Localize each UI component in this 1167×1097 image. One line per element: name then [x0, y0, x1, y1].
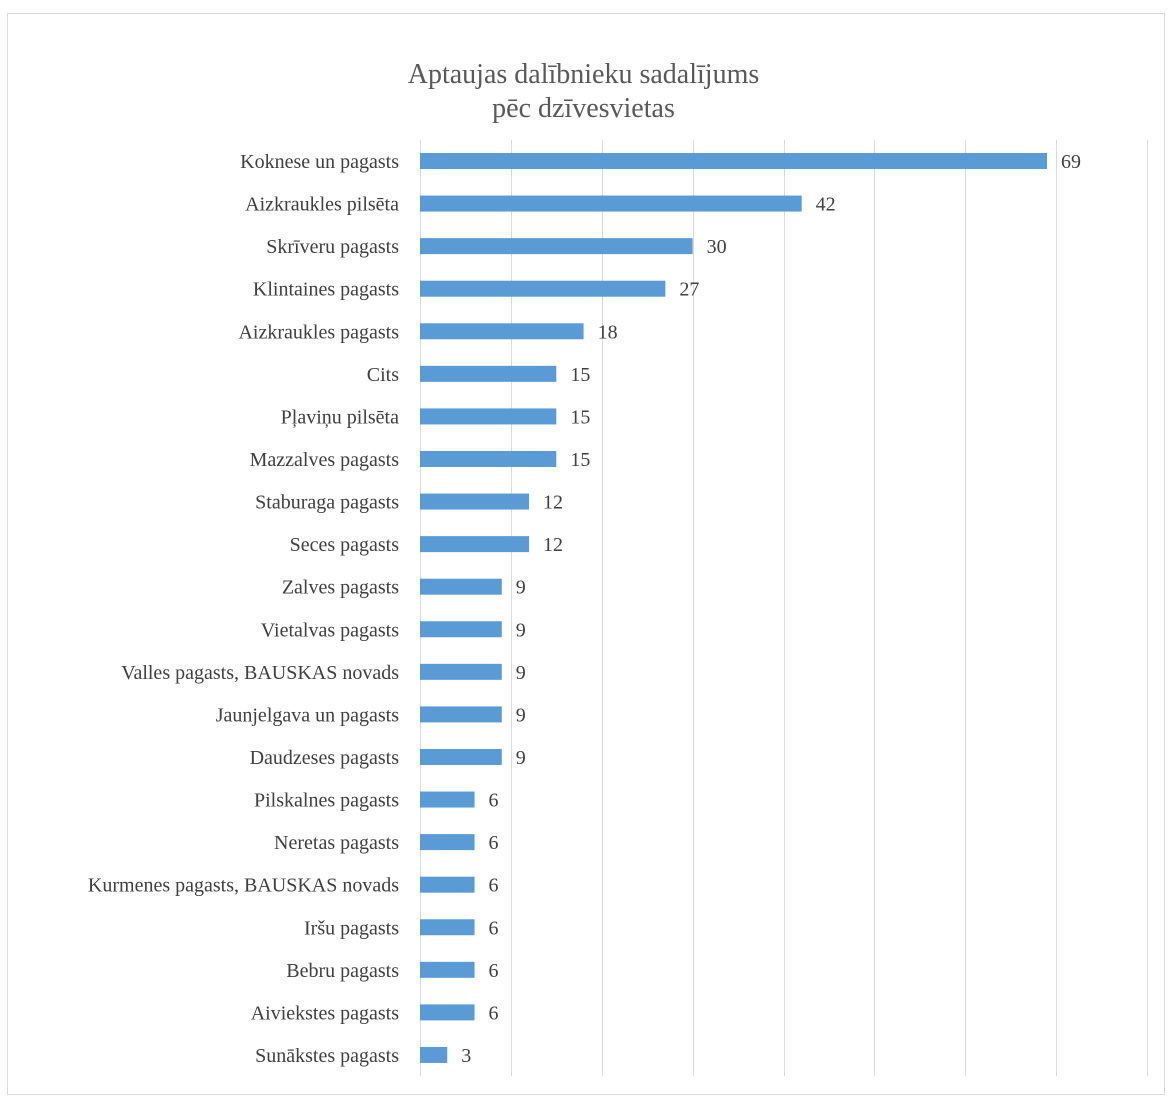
data-label: 30 [707, 236, 727, 258]
data-label: 12 [543, 492, 563, 514]
data-label: 6 [489, 875, 499, 897]
category-label: Pilskalnes pagasts [254, 790, 399, 812]
data-label: 12 [543, 534, 563, 556]
bar [420, 919, 475, 936]
data-label: 15 [570, 406, 590, 428]
chart-title-line-2: pēc dzīvesvietas [492, 93, 675, 124]
data-label: 9 [516, 704, 526, 726]
data-label: 9 [516, 577, 526, 599]
category-label: Daudzeses pagasts [250, 747, 400, 769]
bar [420, 1046, 448, 1063]
bar [420, 663, 502, 680]
data-label: 6 [489, 832, 499, 854]
bar [420, 578, 502, 595]
category-label: Jaunjelgava un pagasts [216, 704, 399, 726]
bar [420, 153, 1048, 169]
bar [420, 450, 557, 467]
bar [420, 536, 530, 553]
data-label: 3 [461, 1045, 471, 1067]
category-label: Iršu pagasts [304, 917, 399, 939]
bar [420, 365, 557, 382]
data-label: 6 [489, 917, 499, 939]
category-labels: Koknese un pagasts Aizkraukles pilsēta Skr… [88, 151, 399, 1067]
data-label: 69 [1061, 151, 1081, 173]
data-label: 9 [516, 662, 526, 684]
bar [420, 280, 666, 297]
category-label: Koknese un pagasts [240, 151, 399, 173]
bar [420, 408, 557, 425]
data-label: 6 [489, 1002, 499, 1024]
data-label: 15 [570, 364, 590, 386]
category-label: Zalves pagasts [282, 577, 399, 599]
bar [420, 621, 502, 638]
category-label: Pļaviņu pilsēta [281, 406, 399, 428]
data-label: 6 [489, 960, 499, 982]
data-label: 15 [570, 449, 590, 471]
data-label: 6 [489, 790, 499, 812]
bar [420, 834, 475, 851]
bar [420, 876, 475, 893]
category-label: Vietalvas pagasts [261, 619, 399, 641]
category-label: Bebru pagasts [286, 960, 399, 982]
data-label: 42 [816, 194, 836, 216]
category-label: Aiviekstes pagasts [251, 1002, 400, 1024]
chart-frame [7, 13, 1165, 1095]
category-label: Seces pagasts [290, 534, 400, 556]
data-label: 27 [679, 279, 699, 301]
category-label: Cits [367, 364, 399, 386]
category-label: Klintaines pagasts [253, 279, 399, 301]
category-label: Kurmenes pagasts, BAUSKAS novads [88, 875, 399, 897]
category-label: Aizkraukles pilsēta [245, 194, 399, 216]
category-label: Aizkraukles pagasts [238, 321, 399, 343]
bar [420, 493, 530, 510]
category-label: Neretas pagasts [274, 832, 399, 854]
chart-title: Aptaujas dalībnieku sadalījums pēc dzīve… [0, 58, 1167, 126]
chart-title-line-1: Aptaujas dalībnieku sadalījums [407, 59, 760, 90]
bar [420, 791, 475, 808]
category-label: Skrīveru pagasts [266, 236, 399, 258]
bar [420, 961, 475, 978]
category-label: Staburaga pagasts [255, 492, 399, 514]
data-label: 9 [516, 619, 526, 641]
bar [420, 323, 584, 340]
bar [420, 1004, 475, 1021]
bar [420, 195, 802, 212]
bar [420, 748, 502, 765]
bar [420, 238, 693, 255]
bar [420, 706, 502, 723]
category-label: Valles pagasts, BAUSKAS novads [121, 662, 399, 684]
bars [420, 153, 1048, 1063]
data-label: 9 [516, 747, 526, 769]
gridlines [420, 140, 1148, 1076]
category-label: Sunākstes pagasts [255, 1045, 399, 1067]
category-label: Mazzalves pagasts [250, 449, 400, 471]
data-label: 18 [598, 321, 618, 343]
